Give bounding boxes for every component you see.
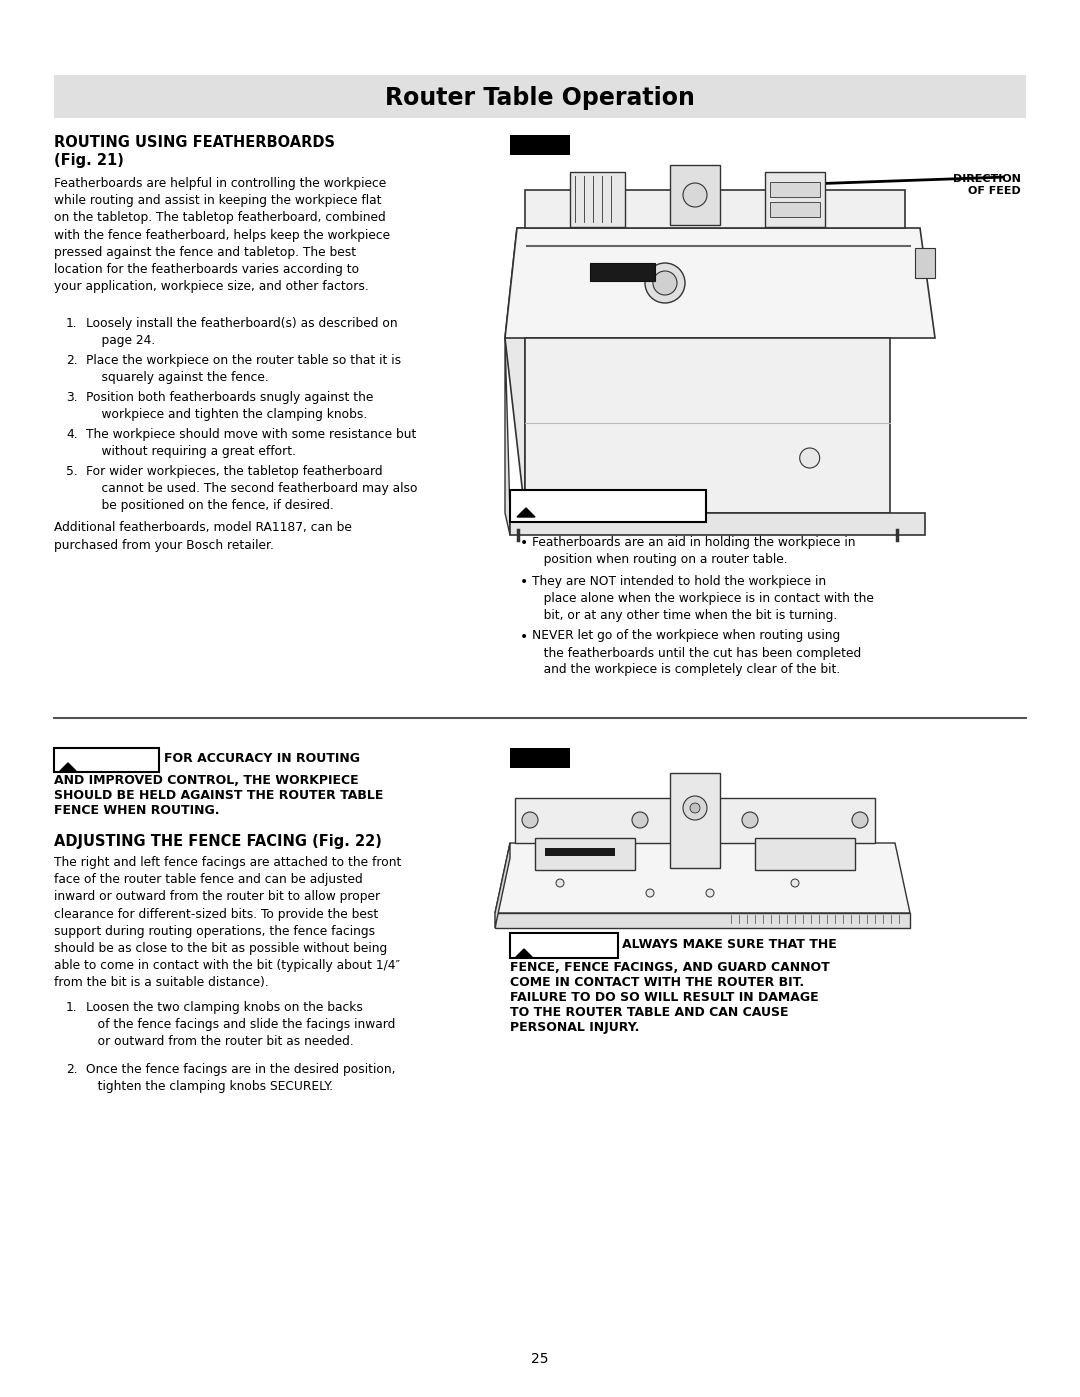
Text: The workpiece should move with some resistance but
    without requiring a great: The workpiece should move with some resi… [86, 427, 417, 458]
Bar [545, 848, 615, 856]
Polygon shape [505, 338, 510, 535]
Bar [510, 933, 618, 958]
Text: TO THE ROUTER TABLE AND CAN CAUSE: TO THE ROUTER TABLE AND CAN CAUSE [510, 1006, 788, 1018]
Text: 5.: 5. [66, 465, 78, 478]
Bar [770, 182, 820, 197]
Text: For wider workpieces, the tabletop featherboard
    cannot be used. The second f: For wider workpieces, the tabletop feath… [86, 465, 418, 513]
Circle shape [645, 263, 685, 303]
Bar [54, 747, 159, 773]
Text: FENCE, FENCE FACINGS, AND GUARD CANNOT: FENCE, FENCE FACINGS, AND GUARD CANNOT [510, 961, 829, 974]
Polygon shape [495, 914, 910, 928]
Bar [510, 136, 570, 155]
Text: Place the workpiece on the router table so that it is
    squarely against the f: Place the workpiece on the router table … [86, 353, 401, 384]
Text: AND IMPROVED CONTROL, THE WORKPIECE: AND IMPROVED CONTROL, THE WORKPIECE [54, 774, 359, 787]
Polygon shape [495, 842, 510, 928]
Polygon shape [495, 842, 910, 914]
Text: PERSONAL INJURY.: PERSONAL INJURY. [510, 1021, 639, 1034]
Polygon shape [517, 509, 535, 517]
Text: They are NOT intended to hold the workpiece in
   place alone when the workpiece: They are NOT intended to hold the workpi… [532, 576, 874, 622]
Text: (Fig. 21): (Fig. 21) [54, 154, 124, 168]
Text: WARNING: WARNING [81, 752, 153, 766]
Text: ALWAYS MAKE SURE THAT THE: ALWAYS MAKE SURE THAT THE [622, 937, 837, 951]
Circle shape [791, 879, 799, 887]
Text: Loosen the two clamping knobs on the backs
   of the fence facings and slide the: Loosen the two clamping knobs on the bac… [86, 1002, 395, 1048]
Text: 1.: 1. [66, 317, 78, 330]
Text: •: • [519, 576, 528, 590]
Text: ROUTING USING FEATHERBOARDS: ROUTING USING FEATHERBOARDS [54, 136, 335, 149]
Polygon shape [59, 763, 76, 771]
Circle shape [706, 888, 714, 897]
Bar [510, 490, 706, 522]
Text: FAILURE TO DO SO WILL RESULT IN DAMAGE: FAILURE TO DO SO WILL RESULT IN DAMAGE [510, 990, 819, 1004]
Bar [570, 172, 625, 226]
Text: COME IN CONTACT WITH THE ROUTER BIT.: COME IN CONTACT WITH THE ROUTER BIT. [510, 977, 805, 989]
Circle shape [653, 271, 677, 295]
Text: Router Table Operation: Router Table Operation [386, 85, 694, 109]
Text: 3.: 3. [66, 391, 78, 404]
Text: •: • [519, 536, 528, 550]
Text: WARNING: WARNING [538, 937, 610, 951]
Bar [535, 838, 635, 870]
Text: 2.: 2. [66, 353, 78, 367]
Bar [765, 172, 825, 226]
Bar [755, 838, 855, 870]
Text: 4.: 4. [66, 427, 78, 441]
Circle shape [522, 812, 538, 828]
Text: WARNING: WARNING [540, 496, 623, 511]
Text: Once the fence facings are in the desired position,
   tighten the clamping knob: Once the fence facings are in the desire… [86, 1063, 395, 1094]
Text: FIG. 22: FIG. 22 [518, 750, 562, 760]
Bar [915, 249, 935, 278]
Circle shape [556, 879, 564, 887]
Text: Loosely install the featherboard(s) as described on
    page 24.: Loosely install the featherboard(s) as d… [86, 317, 397, 348]
Polygon shape [505, 228, 525, 513]
Polygon shape [505, 228, 935, 338]
Bar [54, 75, 1026, 117]
Bar [525, 190, 905, 228]
Text: Position both featherboards snugly against the
    workpiece and tighten the cla: Position both featherboards snugly again… [86, 391, 374, 422]
Bar [515, 798, 875, 842]
Circle shape [742, 812, 758, 828]
Text: FOR ACCURACY IN ROUTING: FOR ACCURACY IN ROUTING [164, 752, 360, 766]
Text: Featherboards are helpful in controlling the workpiece
while routing and assist : Featherboards are helpful in controlling… [54, 177, 390, 293]
Bar [670, 773, 720, 868]
Bar [670, 165, 720, 225]
Bar [525, 338, 890, 513]
Circle shape [799, 448, 820, 468]
Text: FIG. 21: FIG. 21 [518, 137, 562, 147]
Text: DIRECTION
OF FEED: DIRECTION OF FEED [954, 175, 1021, 197]
Circle shape [683, 183, 707, 207]
Circle shape [646, 888, 654, 897]
Text: SHOULD BE HELD AGAINST THE ROUTER TABLE: SHOULD BE HELD AGAINST THE ROUTER TABLE [54, 789, 383, 802]
Text: NEVER let go of the workpiece when routing using
   the featherboards until the : NEVER let go of the workpiece when routi… [532, 630, 861, 676]
Text: 25: 25 [531, 1352, 549, 1366]
Circle shape [632, 812, 648, 828]
Circle shape [690, 803, 700, 813]
Text: Additional featherboards, model RA1187, can be
purchased from your Bosch retaile: Additional featherboards, model RA1187, … [54, 521, 352, 552]
Text: •: • [519, 630, 528, 644]
Text: ADJUSTING THE FENCE FACING (Fig. 22): ADJUSTING THE FENCE FACING (Fig. 22) [54, 834, 382, 849]
Circle shape [683, 796, 707, 820]
Text: FENCE WHEN ROUTING.: FENCE WHEN ROUTING. [54, 805, 219, 817]
Bar [590, 263, 654, 281]
Polygon shape [516, 949, 532, 957]
Bar [770, 203, 820, 217]
Bar [510, 513, 924, 535]
Text: The right and left fence facings are attached to the front
face of the router ta: The right and left fence facings are att… [54, 856, 402, 989]
Bar [510, 747, 570, 768]
Text: 2.: 2. [66, 1063, 78, 1076]
Circle shape [852, 812, 868, 828]
Text: 1.: 1. [66, 1002, 78, 1014]
Text: Featherboards are an aid in holding the workpiece in
   position when routing on: Featherboards are an aid in holding the … [532, 536, 855, 566]
